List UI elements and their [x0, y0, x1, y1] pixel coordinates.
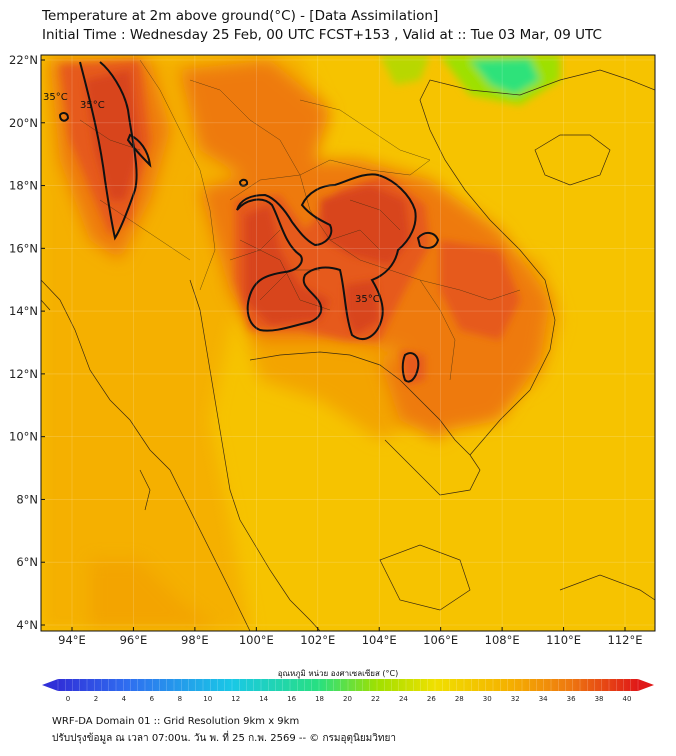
- longitude-axis: 94°E 96°E 98°E 100°E 102°E 104°E 106°E 108°E 110…: [58, 627, 642, 647]
- borders: [79, 59, 521, 381]
- map-title: Temperature at 2m above ground(°C) - [Da…: [42, 8, 439, 24]
- colorbar-tick-label: 8: [178, 695, 182, 703]
- colorbar-tick-label: 28: [455, 695, 464, 703]
- longitude-tick-label: 108°E: [485, 633, 520, 647]
- colorbar-left-arrow: [42, 679, 58, 691]
- latitude-tick-label: 12°N: [9, 367, 38, 381]
- footer-model-info: WRF-DA Domain 01 :: Grid Resolution 9km …: [52, 716, 300, 727]
- colorbar-tick-label: 18: [315, 695, 324, 703]
- latitude-tick-label: 14°N: [9, 304, 38, 318]
- longitude-tick-label: 94°E: [58, 633, 86, 647]
- latitude-tick-label: 16°N: [9, 241, 38, 255]
- contour-label: 35°C: [80, 100, 105, 111]
- latitude-tick-label: 10°N: [9, 430, 38, 444]
- longitude-tick-label: 102°E: [300, 633, 335, 647]
- latitude-tick-label: 20°N: [9, 116, 38, 130]
- longitude-tick-label: 104°E: [362, 633, 397, 647]
- latitude-tick-label: 8°N: [16, 492, 38, 506]
- colorbar-tick-label: 12: [231, 695, 240, 703]
- longitude-tick-label: 106°E: [423, 633, 458, 647]
- field-hottest-areas: [85, 70, 410, 335]
- colorbar-tick-label: 6: [150, 695, 155, 703]
- colorbar-tick-label: 14: [259, 695, 268, 703]
- contours-35c: [58, 61, 440, 383]
- longitude-tick-label: 96°E: [120, 633, 148, 647]
- colorbar-tick-label: 10: [203, 695, 212, 703]
- coastlines: [41, 69, 655, 631]
- map-frame: [40, 54, 656, 632]
- latitude-tick-label: 6°N: [16, 555, 38, 569]
- contour-label: 35°C: [355, 294, 380, 305]
- colorbar-tick-label: 24: [399, 695, 408, 703]
- latitude-tick-label: 4°N: [16, 618, 38, 632]
- field-cool-areas: [380, 55, 560, 105]
- colorbar-tick-label: 20: [343, 695, 352, 703]
- colorbar-ticks: 0 2 4 6 8 10 12 14 16 18 20 22 24 26 28 30 32 34 36 38 40: [57, 679, 639, 703]
- colorbar-tick-label: 36: [567, 695, 576, 703]
- colorbar-tick-label: 30: [483, 695, 492, 703]
- colorbar-tick-label: 22: [371, 695, 380, 703]
- colorbar-tick-label: 26: [427, 695, 436, 703]
- latitude-tick-label: 18°N: [9, 179, 38, 193]
- longitude-tick-label: 110°E: [546, 633, 581, 647]
- map-subtitle: Initial Time : Wednesday 25 Feb, 00 UTC …: [42, 27, 602, 43]
- colorbar-tick-label: 38: [595, 695, 604, 703]
- footer-update-info: ปรับปรุงข้อมูล ณ เวลา 07:00น. วัน พ. ที่…: [52, 733, 396, 744]
- colorbar-tick-label: 16: [287, 695, 296, 703]
- colorbar-tick-label: 0: [66, 695, 70, 703]
- colorbar-tick-label: 34: [539, 695, 548, 703]
- gridlines: [41, 55, 655, 631]
- colorbar-title: อุณหภูมิ หน่วย องศาเซลเซียส (°C): [277, 669, 399, 678]
- colorbar-tick-label: 32: [511, 695, 520, 703]
- temperature-field: 35°C 35°C 35°C: [41, 55, 655, 631]
- latitude-axis: 22°N 20°N 18°N 16°N 14°N 12°N 10°N 8°N 6°N 4°N: [9, 53, 45, 632]
- colorbar: 0 2 4 6 8 10 12 14 16 18 20 22 24 26 28 30 32 34 36 38 40: [42, 679, 654, 703]
- colorbar-tick-label: 4: [122, 695, 127, 703]
- longitude-tick-label: 100°E: [239, 633, 274, 647]
- longitude-tick-label: 112°E: [608, 633, 643, 647]
- colorbar-bar: [58, 679, 638, 691]
- colorbar-right-arrow: [638, 679, 654, 691]
- colorbar-tick-label: 40: [623, 695, 632, 703]
- longitude-tick-label: 98°E: [181, 633, 209, 647]
- latitude-tick-label: 22°N: [9, 53, 38, 67]
- contour-label: 35°C: [43, 92, 68, 103]
- colorbar-tick-label: 2: [94, 695, 98, 703]
